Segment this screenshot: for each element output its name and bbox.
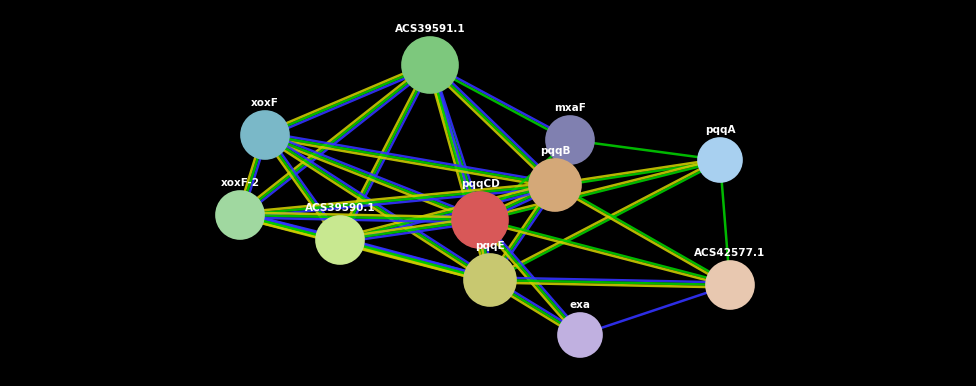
Circle shape: [546, 116, 594, 164]
Circle shape: [316, 216, 364, 264]
Text: ACS39591.1: ACS39591.1: [394, 24, 466, 34]
Text: xoxF-2: xoxF-2: [221, 178, 260, 188]
Text: exa: exa: [570, 300, 590, 310]
Text: pqqB: pqqB: [540, 146, 570, 156]
Circle shape: [216, 191, 264, 239]
Circle shape: [529, 159, 581, 211]
Text: mxaF: mxaF: [554, 103, 586, 113]
Text: pqqE: pqqE: [475, 241, 505, 251]
Text: pqqA: pqqA: [705, 125, 735, 135]
Text: ACS39590.1: ACS39590.1: [305, 203, 376, 213]
Text: pqqCD: pqqCD: [461, 179, 500, 189]
Circle shape: [452, 192, 508, 248]
Circle shape: [402, 37, 458, 93]
Text: xoxF: xoxF: [251, 98, 279, 108]
Circle shape: [241, 111, 289, 159]
Circle shape: [698, 138, 742, 182]
Text: ACS42577.1: ACS42577.1: [694, 248, 765, 258]
Circle shape: [558, 313, 602, 357]
Circle shape: [706, 261, 754, 309]
Circle shape: [464, 254, 516, 306]
